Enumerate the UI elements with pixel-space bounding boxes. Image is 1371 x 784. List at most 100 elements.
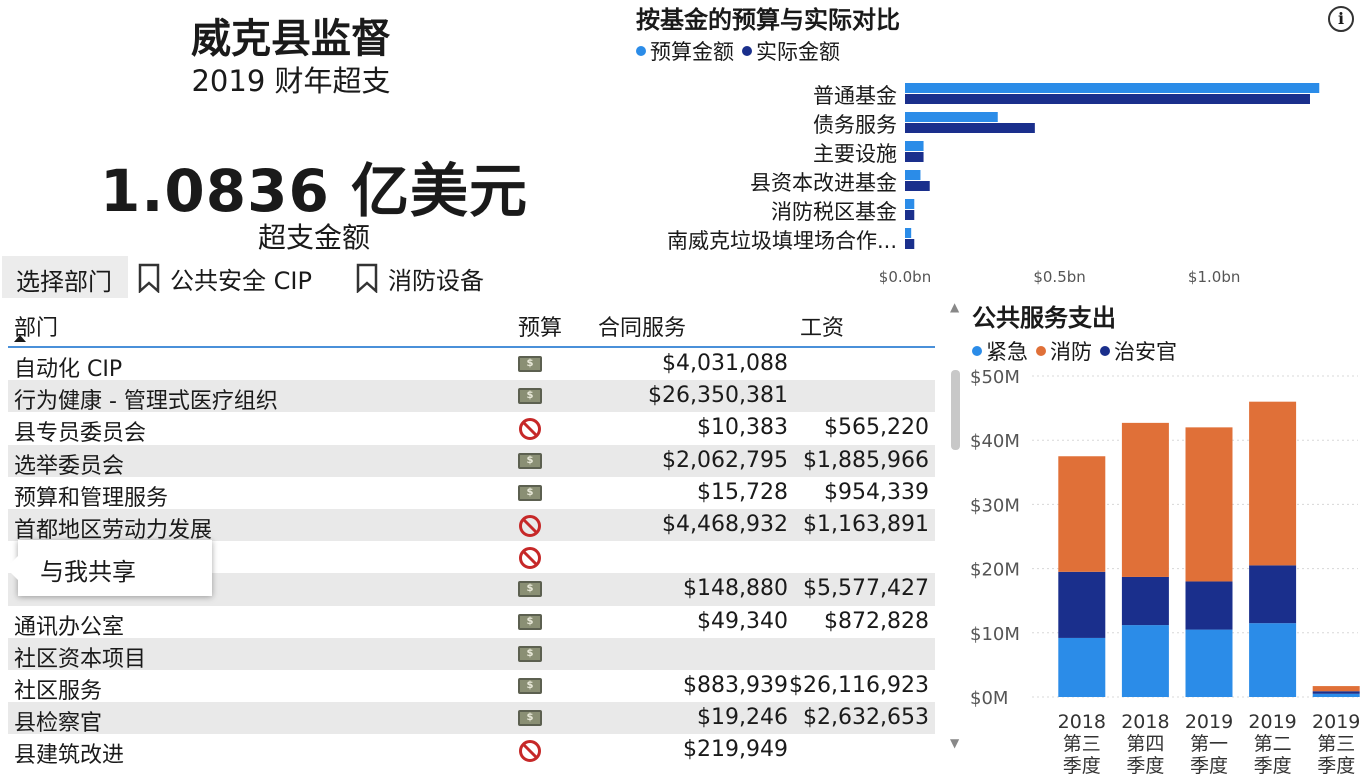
emergency-segment[interactable] <box>1121 625 1169 697</box>
table-row[interactable]: 社区资本项目 $ <box>8 637 935 672</box>
legend-dot-fire <box>1036 346 1046 356</box>
table-row[interactable]: 选举委员会 $ $2,062,795 $1,885,966 <box>8 444 935 479</box>
budget-bar[interactable] <box>905 141 924 151</box>
contract-services-cell: $26,350,381 <box>648 383 788 409</box>
department-name-cell: 选举委员会 <box>14 453 125 479</box>
budget-bar[interactable] <box>905 199 915 209</box>
table-row[interactable]: 自动化 CIP $ $4,031,088 <box>8 348 935 382</box>
kpi-value: 1.0836 亿美元 <box>99 157 528 225</box>
y-tick-label: $30M <box>970 495 1020 516</box>
bar-category-label: 南威克垃圾填埋场合作... <box>667 229 897 253</box>
bookmark-public-safety-button[interactable]: 公共安全 CIP <box>138 262 312 295</box>
actual-bar[interactable] <box>905 181 930 191</box>
table-row[interactable]: 社区服务 $ $883,939 $26,116,923 <box>8 670 935 704</box>
x-category-label: 季度 <box>1063 755 1101 777</box>
emergency-segment[interactable] <box>1185 629 1233 697</box>
table-row[interactable]: 通讯办公室 $ $49,340 $872,828 <box>8 606 935 640</box>
public-service-spend-chart[interactable]: $0M$10M$20M$30M$40M$50M2018第三季度2018第四季度2… <box>962 366 1362 784</box>
legend-label-emergency: 紧急 <box>986 340 1028 364</box>
scroll-up-icon[interactable]: ▲ <box>950 300 960 314</box>
legend-label-fire: 消防 <box>1050 340 1092 364</box>
bookmark-icon <box>356 263 378 293</box>
scroll-down-icon[interactable]: ▼ <box>950 736 960 750</box>
budget-bar[interactable] <box>905 170 921 180</box>
share-with-me-tooltip[interactable]: 与我共享 <box>6 540 212 596</box>
actual-bar[interactable] <box>905 123 1035 133</box>
sheriff-segment[interactable] <box>1185 581 1233 630</box>
legend-dot-emergency <box>972 346 982 356</box>
emergency-segment[interactable] <box>1058 637 1106 697</box>
money-icon: $ <box>518 675 544 697</box>
report-title: 威克县监督 <box>191 16 391 62</box>
sheriff-segment[interactable] <box>1312 691 1360 694</box>
department-name-cell: 首都地区劳动力发展 <box>14 517 213 543</box>
sheriff-segment[interactable] <box>1249 565 1297 624</box>
x-tick-label: $0.0bn <box>879 268 931 286</box>
table-row[interactable] <box>8 541 935 573</box>
legend-label-actual: 实际金额 <box>756 40 840 64</box>
x-category-label: 2018 <box>1121 711 1169 733</box>
bookmark-public-safety-label: 公共安全 CIP <box>170 266 312 295</box>
budget-bar[interactable] <box>905 83 1320 93</box>
y-tick-label: $50M <box>970 367 1020 388</box>
x-category-label: 季度 <box>1126 755 1164 777</box>
bookmark-icon <box>138 263 160 293</box>
sheriff-segment[interactable] <box>1058 571 1106 638</box>
fire-segment[interactable] <box>1058 456 1106 572</box>
legend-dot-budget <box>636 46 646 56</box>
budget-bar[interactable] <box>905 112 998 122</box>
fire-segment[interactable] <box>1185 427 1233 582</box>
actual-bar[interactable] <box>905 94 1310 104</box>
sheriff-segment[interactable] <box>1121 576 1169 626</box>
budget-vs-actual-legend: 预算金额 实际金额 <box>636 36 848 66</box>
x-category-label: 2019 <box>1185 711 1233 733</box>
contract-services-cell: $49,340 <box>697 608 788 634</box>
column-header-contract[interactable]: 合同服务 <box>598 316 687 341</box>
y-tick-label: $0M <box>970 688 1008 709</box>
contract-services-cell: $19,246 <box>697 705 788 731</box>
column-header-budget[interactable]: 预算 <box>518 316 563 341</box>
bar-category-label: 主要设施 <box>813 142 897 166</box>
table-row[interactable]: 首都地区劳动力发展 $4,468,932 $1,163,891 <box>8 508 935 543</box>
table-scrollbar[interactable] <box>951 370 960 450</box>
contract-services-cell: $15,728 <box>697 479 788 505</box>
table-row[interactable]: 行为健康 - 管理式医疗组织 $ $26,350,381 <box>8 380 935 414</box>
salary-cell: $1,163,891 <box>803 511 929 537</box>
emergency-segment[interactable] <box>1312 693 1360 697</box>
public-service-spend-title: 公共服务支出 <box>972 304 1116 332</box>
salary-cell: $565,220 <box>824 415 929 441</box>
salary-cell: $872,828 <box>824 608 929 634</box>
column-header-salary[interactable]: 工资 <box>800 316 845 341</box>
x-tick-label: $1.0bn <box>1188 268 1240 286</box>
bookmark-fire-equipment-button[interactable]: 消防设备 <box>356 262 484 295</box>
department-name-cell: 社区资本项目 <box>14 646 147 672</box>
emergency-segment[interactable] <box>1249 623 1297 697</box>
budget-bar[interactable] <box>905 228 912 238</box>
fire-segment[interactable] <box>1312 686 1360 692</box>
contract-services-cell: $4,468,932 <box>662 511 788 537</box>
select-department-button[interactable]: 选择部门 <box>2 256 128 298</box>
actual-bar[interactable] <box>905 152 924 162</box>
department-table: 部门 预算 合同服务 工资 自动化 CIP $ $4,031,088 行为健康 - 管… <box>8 304 935 768</box>
department-name-cell: 通讯办公室 <box>14 614 125 640</box>
money-icon: $ <box>518 611 544 633</box>
prohibited-icon <box>518 417 544 441</box>
sort-ascending-icon[interactable] <box>14 335 26 342</box>
fire-segment[interactable] <box>1249 401 1297 566</box>
actual-bar[interactable] <box>905 210 915 220</box>
table-row[interactable]: 县专员委员会 $10,383 $565,220 <box>8 412 935 446</box>
fire-segment[interactable] <box>1121 422 1169 577</box>
contract-services-cell: $10,383 <box>697 415 788 441</box>
info-icon[interactable]: i <box>1328 6 1354 32</box>
salary-cell: $26,116,923 <box>789 672 929 698</box>
table-row[interactable]: 县建筑改进 $219,949 <box>8 734 935 768</box>
x-category-label: 季度 <box>1190 755 1228 777</box>
actual-bar[interactable] <box>905 239 915 249</box>
money-icon: $ <box>518 450 544 472</box>
table-row[interactable]: 预算和管理服务 $ $15,728 $954,339 <box>8 477 935 511</box>
bar-category-label: 县资本改进基金 <box>750 171 897 195</box>
contract-services-cell: $2,062,795 <box>662 447 788 473</box>
x-category-label: 第二 <box>1254 733 1292 755</box>
table-row[interactable]: 县检察官 $ $19,246 $2,632,653 <box>8 702 935 736</box>
